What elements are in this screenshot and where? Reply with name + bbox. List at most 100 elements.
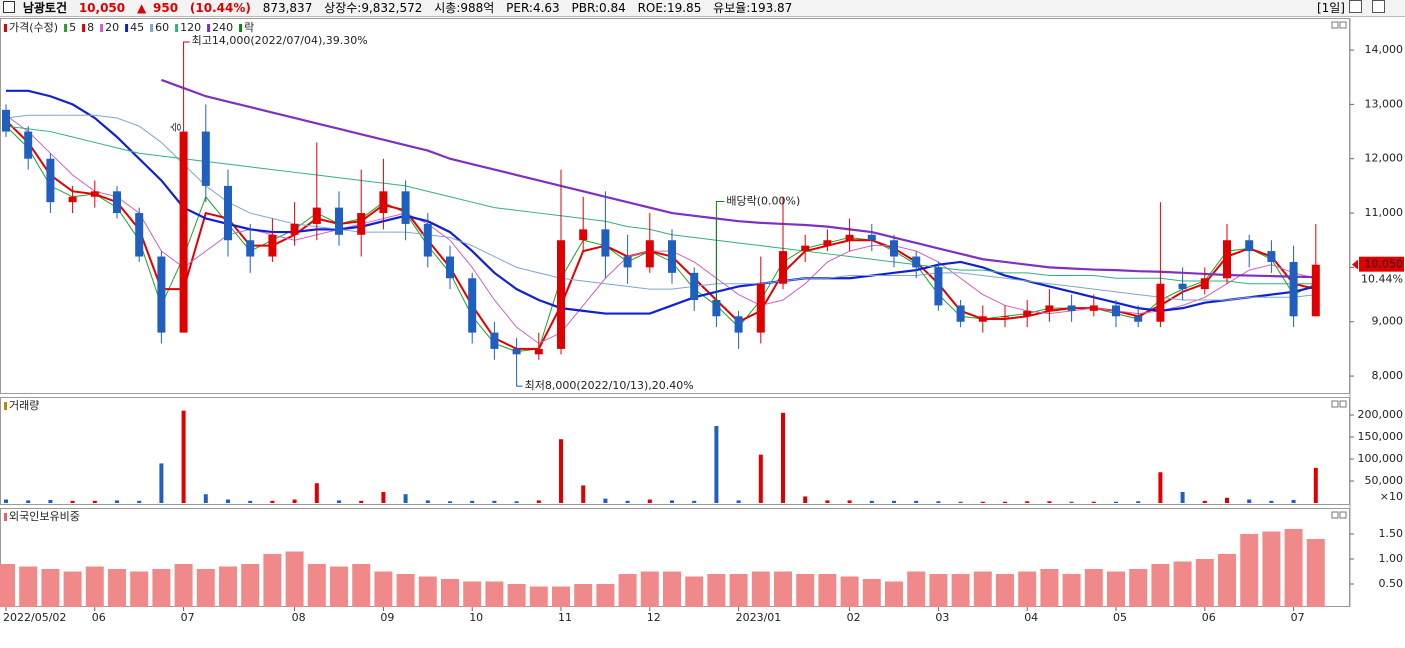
panel-buttons [1339, 511, 1347, 519]
legend-marker [82, 24, 86, 32]
legend-entry: 5 [69, 21, 76, 34]
moving-average-line [5, 125, 1316, 285]
bar [596, 584, 615, 607]
panel-buttons [1339, 21, 1347, 29]
bar [670, 500, 674, 504]
last-price-label: 10,050 [1365, 258, 1404, 271]
x-tick-label: 04 [1024, 611, 1038, 624]
bar [1069, 501, 1074, 504]
candle-body [690, 272, 699, 300]
candle-body [601, 229, 610, 257]
x-tick-label: 07 [181, 611, 195, 624]
bar [1284, 529, 1303, 607]
annotation-arrow [516, 376, 523, 387]
bar [41, 569, 60, 607]
candle-body [113, 191, 121, 214]
y-tick-label: 8,000 [1372, 369, 1404, 382]
candle-body [1245, 240, 1254, 252]
legend-marker [207, 24, 211, 32]
candle-body [1223, 240, 1231, 279]
bar [1262, 531, 1281, 607]
candle-body [823, 240, 832, 246]
bar [1225, 497, 1229, 504]
candle-body [845, 234, 854, 241]
bar [241, 564, 260, 607]
candle-body [401, 191, 410, 224]
bar [625, 500, 630, 504]
candle-body [157, 256, 166, 333]
bar [1136, 501, 1141, 504]
volume: 873,837 [262, 1, 313, 15]
candle-body [246, 240, 255, 257]
y-tick-label: 1.00 [1379, 552, 1404, 565]
candle-body [224, 185, 232, 241]
bar [418, 576, 437, 607]
candle-body [1267, 251, 1276, 262]
signal-mark: 승 [170, 122, 183, 132]
y-tick-label: 9,000 [1372, 315, 1404, 328]
bar [1291, 499, 1296, 504]
y-tick-label: 150,000 [1358, 430, 1404, 443]
y-tick-label: 14,000 [1365, 43, 1404, 56]
bar [914, 500, 919, 504]
candle-body [668, 240, 676, 273]
candle-body [1178, 283, 1187, 290]
y-tick-label: 11,000 [1365, 206, 1404, 219]
candle-body [423, 223, 432, 257]
bar [330, 566, 348, 607]
bar [936, 501, 941, 504]
annotation-arrow [183, 41, 190, 51]
bar [552, 586, 570, 607]
y-tick-label: 1.50 [1379, 527, 1404, 540]
change: 950 [153, 1, 179, 15]
bar [85, 566, 104, 607]
bar [781, 412, 785, 504]
bar [152, 569, 171, 607]
bar [1180, 492, 1185, 504]
bar [270, 500, 275, 504]
checkbox[interactable] [3, 1, 15, 13]
candle-body [890, 240, 898, 257]
bar [774, 571, 792, 607]
panel-buttons [1331, 21, 1339, 29]
per: PER:4.63 [506, 1, 560, 15]
x-tick-label: 02 [847, 611, 861, 624]
candle-body [201, 131, 210, 186]
bar [980, 501, 985, 504]
bar [529, 586, 548, 607]
window-controls: [1일] [1317, 0, 1393, 17]
period[interactable]: [1일] [1316, 1, 1345, 15]
candle-body [1023, 310, 1032, 317]
close-button[interactable] [1372, 0, 1385, 13]
y-tick-label: 50,000 [1365, 474, 1404, 487]
legend-entry: 60 [155, 21, 169, 34]
legend-marker [150, 24, 154, 32]
legend-marker [239, 24, 243, 32]
candle-body [135, 213, 144, 257]
candle-body [867, 234, 876, 241]
candle-body [446, 256, 454, 279]
candle-body [1067, 305, 1076, 311]
bar [640, 571, 659, 607]
candle-body [268, 234, 277, 257]
x-tick-label: 06 [1202, 611, 1216, 624]
unit-label: ×10 [1380, 490, 1403, 503]
x-tick-label: 06 [92, 611, 106, 624]
candle-body [534, 348, 543, 355]
bar [1091, 501, 1096, 504]
legend-marker [100, 24, 104, 32]
bar [0, 564, 15, 607]
bar [869, 500, 874, 504]
candle-body [956, 305, 965, 322]
bar [1018, 571, 1037, 607]
bar [1247, 499, 1252, 504]
candle-body [379, 191, 388, 214]
minimize-button[interactable] [1349, 0, 1362, 13]
bar [285, 551, 304, 607]
bar [1107, 571, 1125, 607]
bar [403, 494, 408, 504]
y-tick-label: 12,000 [1365, 152, 1404, 165]
bar [818, 574, 837, 607]
candle-body [712, 300, 721, 317]
candle-body [90, 191, 99, 197]
